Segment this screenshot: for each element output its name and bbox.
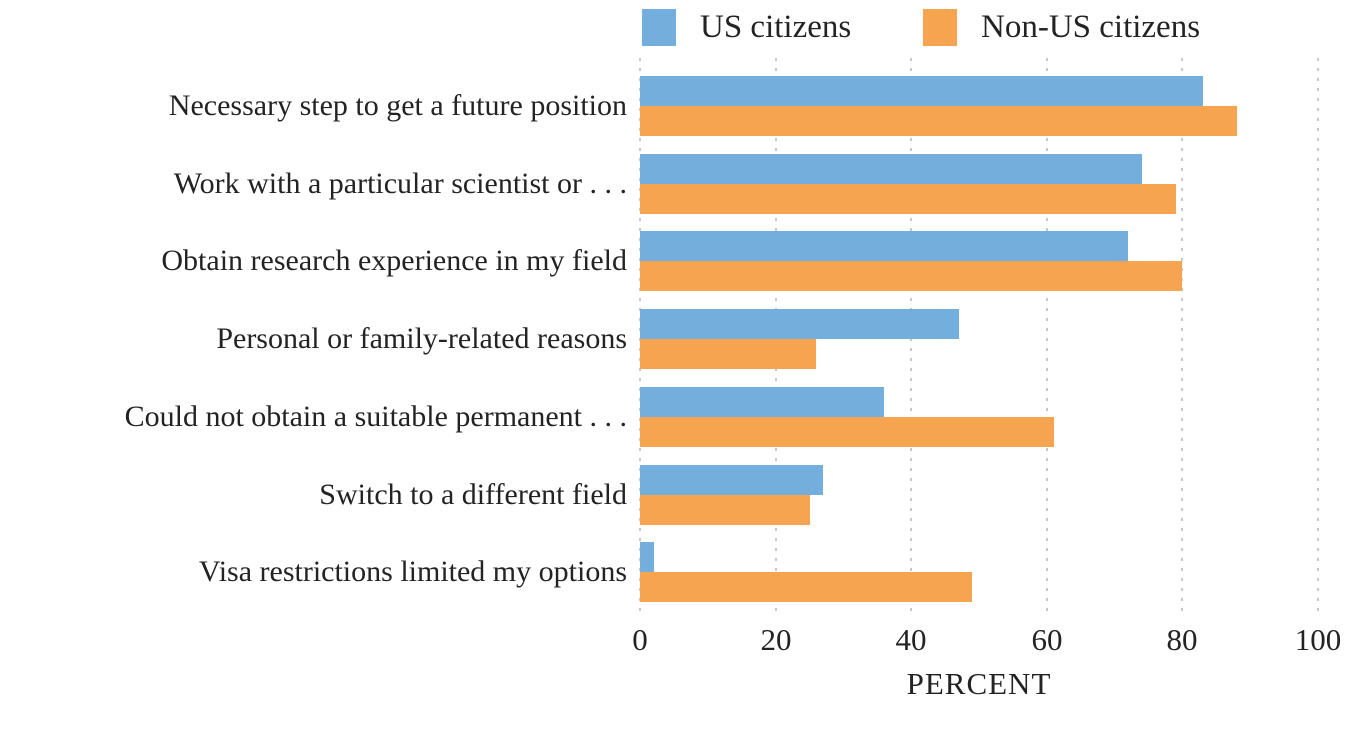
legend-label-non-us-citizens: Non-US citizens bbox=[981, 9, 1201, 45]
category-label-row-6: Switch to a different field bbox=[319, 478, 627, 511]
legend-item-non-us-citizens: Non-US citizens bbox=[923, 6, 1200, 48]
category-label-row-7: Visa restrictions limited my options bbox=[198, 555, 627, 588]
legend-swatch-non-us-citizens bbox=[923, 8, 957, 46]
x-tick-label-40: 40 bbox=[895, 622, 927, 657]
bar-non-us-citizens-row-2 bbox=[640, 184, 1176, 214]
gridline-60 bbox=[1045, 58, 1048, 615]
gridline-80 bbox=[1181, 58, 1184, 615]
bar-non-us-citizens-row-3 bbox=[640, 261, 1182, 291]
bar-us-citizens-row-2 bbox=[640, 154, 1142, 184]
category-label-row-2: Work with a particular scientist or . . … bbox=[173, 167, 627, 200]
x-tick-label-100: 100 bbox=[1294, 622, 1342, 657]
bar-us-citizens-row-1 bbox=[640, 76, 1203, 106]
bar-non-us-citizens-row-4 bbox=[640, 339, 816, 369]
bar-us-citizens-row-3 bbox=[640, 231, 1128, 261]
category-label-row-4: Personal or family-related reasons bbox=[216, 322, 627, 355]
bar-us-citizens-row-7 bbox=[640, 542, 654, 572]
plot-area bbox=[639, 58, 1319, 615]
legend-item-us-citizens: US citizens bbox=[642, 6, 851, 48]
category-label-row-5: Could not obtain a suitable permanent . … bbox=[124, 400, 627, 433]
x-tick-label-60: 60 bbox=[1031, 622, 1063, 657]
bar-non-us-citizens-row-1 bbox=[640, 106, 1237, 136]
gridline-100 bbox=[1317, 58, 1319, 615]
category-label-row-1: Necessary step to get a future position bbox=[168, 89, 627, 122]
bar-us-citizens-row-6 bbox=[640, 465, 823, 495]
bar-non-us-citizens-row-6 bbox=[640, 495, 810, 525]
x-tick-label-20: 20 bbox=[760, 622, 792, 657]
x-tick-label-0: 0 bbox=[632, 622, 648, 657]
legend-swatch-us-citizens bbox=[642, 8, 676, 46]
bar-us-citizens-row-4 bbox=[640, 309, 959, 339]
x-axis-title: PERCENT bbox=[906, 666, 1052, 701]
x-tick-label-80: 80 bbox=[1166, 622, 1198, 657]
bar-us-citizens-row-5 bbox=[640, 387, 884, 417]
legend-label-us-citizens: US citizens bbox=[700, 9, 852, 45]
bar-non-us-citizens-row-5 bbox=[640, 417, 1054, 447]
bar-non-us-citizens-row-7 bbox=[640, 572, 972, 602]
category-label-row-3: Obtain research experience in my field bbox=[161, 244, 627, 277]
